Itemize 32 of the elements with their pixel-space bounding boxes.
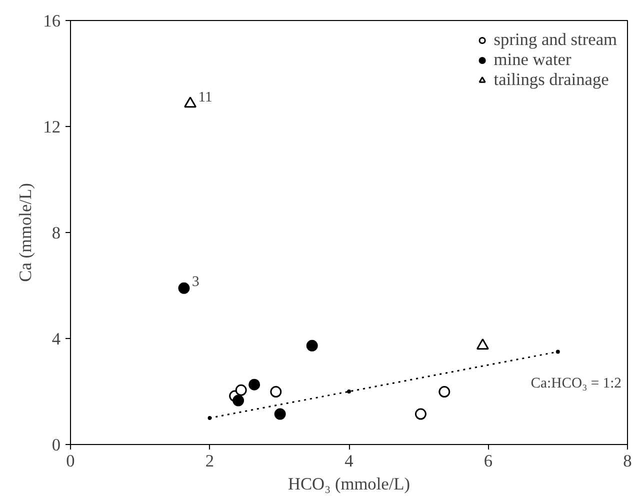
x-tick-label: 0 (66, 452, 75, 470)
y-tick-label: 8 (52, 224, 61, 242)
point (556, 350, 560, 354)
x-axis-title: HCO₃ (mmole/L) (288, 474, 410, 494)
point (232, 394, 244, 406)
annotation: 3 (192, 274, 200, 290)
point (178, 282, 190, 294)
point (414, 408, 426, 420)
point (270, 386, 282, 398)
x-tick-label: 2 (205, 452, 214, 470)
annotation: 11 (198, 90, 212, 106)
point (274, 408, 286, 420)
legend-label: tailings drainage (494, 70, 609, 90)
point (208, 416, 212, 420)
point (248, 378, 260, 390)
y-tick-label: 4 (52, 330, 61, 348)
x-tick-label: 8 (623, 452, 632, 470)
point (476, 338, 489, 350)
point (235, 384, 247, 396)
y-tick-label: 0 (52, 436, 61, 454)
y-tick-label: 16 (43, 12, 61, 30)
annotation: Ca:HCO₃ = 1:2 (530, 376, 622, 392)
legend-label: mine water (494, 50, 572, 70)
y-tick-label: 12 (43, 118, 60, 136)
point (347, 390, 351, 394)
x-tick-label: 6 (484, 452, 493, 470)
point (184, 96, 197, 108)
legend-label: spring and stream (494, 30, 617, 50)
point (438, 386, 450, 398)
point (306, 340, 318, 352)
y-axis-title: Ca (mmole/L) (16, 182, 36, 282)
x-tick-label: 4 (344, 452, 354, 470)
